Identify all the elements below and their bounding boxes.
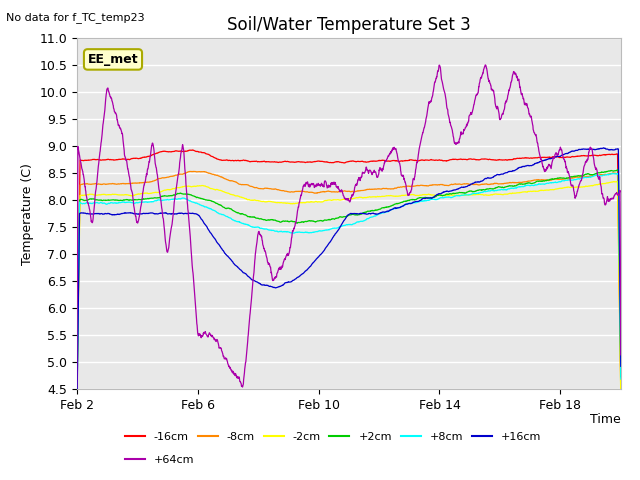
- Text: Time: Time: [590, 413, 621, 426]
- +8cm: [501, 187, 509, 192]
- Line: -8cm: -8cm: [77, 171, 621, 399]
- +16cm: [100, 211, 108, 216]
- Text: No data for f_TC_temp23: No data for f_TC_temp23: [6, 12, 145, 23]
- -2cm: [100, 192, 108, 197]
- +16cm: [600, 145, 607, 151]
- Text: EE_met: EE_met: [88, 53, 138, 66]
- -2cm: [613, 179, 621, 184]
- +8cm: [73, 414, 81, 420]
- +2cm: [614, 167, 622, 172]
- -16cm: [617, 380, 625, 386]
- Line: +2cm: +2cm: [77, 169, 621, 416]
- +2cm: [601, 169, 609, 175]
- +2cm: [323, 217, 331, 223]
- +16cm: [602, 146, 609, 152]
- -16cm: [602, 152, 609, 158]
- -16cm: [323, 159, 331, 165]
- +64cm: [601, 202, 609, 208]
- +2cm: [337, 214, 345, 220]
- +64cm: [100, 109, 108, 115]
- +16cm: [337, 222, 345, 228]
- -2cm: [337, 197, 345, 203]
- -8cm: [338, 189, 346, 194]
- -16cm: [100, 157, 108, 163]
- Line: -16cm: -16cm: [77, 150, 621, 386]
- Line: +64cm: +64cm: [77, 65, 621, 388]
- +2cm: [617, 374, 625, 380]
- +8cm: [601, 172, 609, 178]
- +8cm: [100, 200, 108, 206]
- +64cm: [323, 183, 331, 189]
- -8cm: [73, 396, 81, 402]
- +8cm: [323, 227, 331, 233]
- +16cm: [617, 363, 625, 369]
- +8cm: [601, 172, 609, 178]
- -2cm: [617, 395, 625, 400]
- -8cm: [602, 171, 609, 177]
- +16cm: [73, 420, 81, 425]
- +2cm: [73, 413, 81, 419]
- -16cm: [338, 160, 346, 166]
- Line: +16cm: +16cm: [77, 148, 621, 422]
- Y-axis label: Temperature (C): Temperature (C): [20, 163, 34, 264]
- -2cm: [601, 181, 609, 187]
- -8cm: [502, 180, 509, 186]
- +64cm: [337, 187, 345, 193]
- -16cm: [73, 383, 81, 389]
- Line: -2cm: -2cm: [77, 181, 621, 405]
- -8cm: [186, 168, 194, 174]
- -8cm: [617, 391, 625, 396]
- +64cm: [617, 352, 625, 358]
- +64cm: [602, 202, 609, 208]
- -2cm: [323, 198, 331, 204]
- +16cm: [323, 243, 331, 249]
- +8cm: [614, 170, 622, 176]
- +2cm: [100, 197, 108, 203]
- -8cm: [601, 171, 609, 177]
- -16cm: [601, 152, 609, 157]
- -2cm: [501, 191, 509, 197]
- +2cm: [501, 184, 509, 190]
- +16cm: [601, 145, 609, 151]
- Line: +8cm: +8cm: [77, 173, 621, 417]
- +2cm: [601, 169, 609, 175]
- +64cm: [481, 62, 489, 68]
- +16cm: [501, 170, 509, 176]
- -2cm: [73, 402, 81, 408]
- -8cm: [100, 181, 108, 187]
- Title: Soil/Water Temperature Set 3: Soil/Water Temperature Set 3: [227, 16, 470, 34]
- -8cm: [323, 189, 331, 194]
- +64cm: [502, 100, 509, 106]
- -16cm: [502, 157, 509, 163]
- +8cm: [337, 224, 345, 229]
- +64cm: [73, 385, 81, 391]
- -2cm: [601, 181, 609, 187]
- -16cm: [189, 147, 196, 153]
- +8cm: [617, 376, 625, 382]
- Legend: +64cm: +64cm: [120, 450, 198, 469]
